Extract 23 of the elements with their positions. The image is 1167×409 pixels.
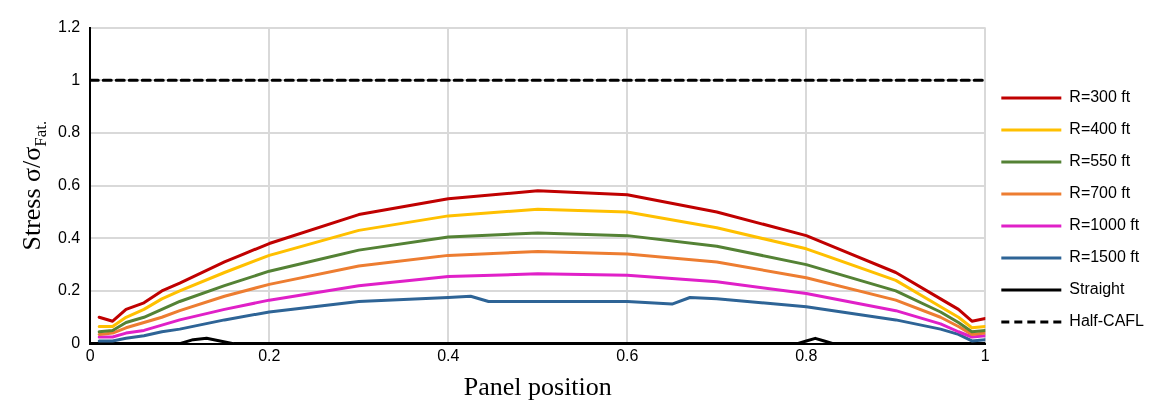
y-tick-label: 0 [71, 334, 81, 352]
legend-label: Half-CAFL [1069, 312, 1145, 330]
legend-label: R=1500 ft [1069, 248, 1140, 266]
legend-label: R=700 ft [1069, 184, 1131, 202]
y-tick-label: 1 [71, 70, 81, 88]
x-tick-label: 1 [980, 346, 990, 364]
x-axis-title: Panel position [463, 372, 612, 402]
y-tick-label: 0.8 [57, 123, 81, 141]
x-tick-label: 0 [85, 346, 95, 364]
x-tick-label: 0.4 [437, 346, 460, 364]
legend-label: R=550 ft [1069, 152, 1131, 170]
y-axis-title: Stress σ/σFat. [17, 120, 50, 251]
x-tick-label: 0.6 [616, 346, 639, 364]
y-tick-label: 1.2 [57, 18, 81, 36]
legend-label: R=400 ft [1069, 120, 1131, 138]
legend-label: R=1000 ft [1069, 216, 1140, 234]
x-tick-label: 0.8 [795, 346, 818, 364]
legend-label: Straight [1069, 280, 1126, 298]
y-tick-label: 0.2 [57, 281, 81, 299]
y-tick-label: 0.6 [57, 176, 81, 194]
x-tick-label: 0.2 [258, 346, 281, 364]
legend-label: R=300 ft [1069, 88, 1131, 106]
y-tick-label: 0.4 [57, 228, 81, 246]
